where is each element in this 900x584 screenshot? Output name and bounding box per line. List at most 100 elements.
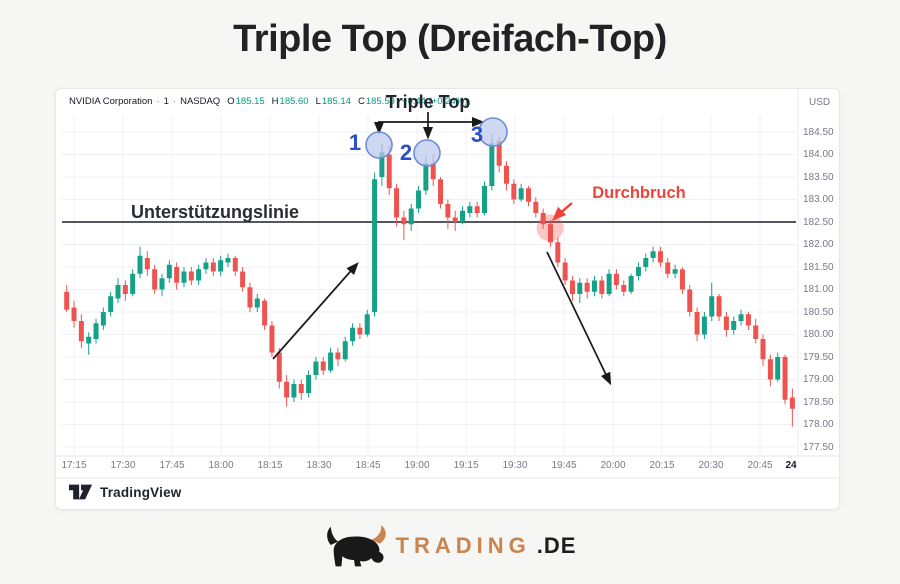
candle (166, 260, 172, 283)
candle (218, 255, 224, 276)
candle (408, 204, 414, 231)
candle (174, 262, 180, 290)
candle (694, 307, 700, 342)
candle (254, 294, 260, 312)
candle (247, 282, 253, 312)
low-label: L (315, 96, 321, 107)
symbol-name: NVIDIA Corporation (69, 96, 153, 107)
tradingview-attribution[interactable]: TradingView (69, 482, 181, 502)
candle (643, 253, 649, 272)
candle (196, 264, 202, 285)
time-axis[interactable]: 17:15 17:30 17:45 18:00 18:15 18:30 18:45 19:00… (56, 89, 839, 509)
peak-number-1: 1 (348, 130, 362, 155)
candle (137, 246, 143, 279)
candle (665, 258, 671, 279)
candle (606, 269, 612, 297)
high-label: H (271, 96, 279, 107)
candle (789, 388, 795, 427)
candle (115, 278, 121, 303)
price-axis-label: 183.00 (803, 194, 834, 205)
change-value: +0.44 (+0.24%) (401, 96, 468, 107)
time-axis-label: 17:15 (61, 460, 87, 471)
candle (482, 181, 488, 216)
candlestick-chart[interactable] (56, 89, 839, 509)
candle (335, 348, 341, 366)
candle (613, 269, 619, 290)
price-axis-label: 180.00 (803, 329, 834, 340)
interval: 1 (163, 96, 169, 107)
time-axis-label: 18:45 (355, 460, 381, 471)
candle (584, 278, 590, 299)
candle (122, 280, 128, 301)
time-axis-label: 18:15 (257, 460, 283, 471)
low-value: 185.14 (321, 96, 351, 107)
candle (152, 264, 158, 294)
price-axis[interactable]: 184.50 184.00 183.50 183.00 182.50 182.00 181.… (56, 89, 839, 509)
support-line-label: Unterstützungslinie (131, 202, 300, 222)
symbol-legend: NVIDIA Corporation · 1 · NASDAQ O185.15 H185.6… (69, 96, 467, 110)
candle (188, 267, 194, 285)
breakout-highlight (536, 214, 564, 242)
candle (269, 321, 275, 357)
candle (401, 210, 407, 240)
tradingview-logo-text: TradingView (100, 484, 182, 500)
price-axis-label: 184.00 (803, 149, 834, 160)
price-axis-label: 177.50 (803, 441, 834, 453)
candle (71, 300, 77, 328)
candle (100, 307, 106, 330)
price-axis-label: 182.00 (803, 239, 834, 250)
time-axis-label: 19:00 (404, 460, 430, 471)
price-axis-label: 183.50 (803, 171, 834, 183)
downtrend-arrow (546, 251, 612, 386)
legend-separator: · (172, 96, 177, 107)
candle (438, 177, 444, 209)
candle (635, 262, 641, 281)
candle (467, 201, 473, 218)
candle (394, 183, 400, 227)
candle (701, 312, 707, 339)
candle (672, 264, 678, 279)
candle (232, 255, 238, 276)
legend-separator: · (156, 96, 160, 107)
candle (78, 314, 84, 348)
time-axis-label: 20:15 (649, 460, 675, 471)
pattern-title-label: Triple Top (385, 92, 471, 112)
price-axis-label: 181.00 (803, 284, 834, 295)
peak-circle-3 (478, 117, 508, 147)
candle (225, 253, 231, 267)
price-axis-label: 179.50 (803, 351, 834, 363)
candle (716, 294, 722, 321)
bull-icon (326, 525, 386, 567)
candle (547, 219, 553, 247)
candle (753, 318, 759, 344)
time-axis-label: 20:00 (600, 460, 626, 471)
candle (657, 246, 663, 267)
candle (687, 285, 693, 317)
triple-top-bracket (373, 112, 485, 140)
candle (518, 183, 524, 202)
candle (93, 318, 99, 344)
candle (159, 273, 165, 297)
price-axis-label: 179.00 (803, 374, 834, 385)
candle (108, 291, 114, 317)
brand-name: TRADING (395, 533, 531, 558)
candle (460, 206, 466, 225)
candle (350, 323, 356, 346)
candle (284, 375, 290, 407)
candle (342, 336, 348, 362)
candle (372, 172, 378, 317)
candle (731, 316, 737, 335)
candle (298, 379, 304, 400)
candle (474, 201, 480, 218)
price-axis-label: 182.50 (803, 216, 834, 228)
currency-label: USD (809, 97, 831, 108)
price-axis-label: 181.50 (803, 261, 834, 273)
price-axis-label: 184.50 (803, 126, 834, 138)
candle (416, 186, 422, 213)
candle (181, 267, 187, 288)
time-axis-label: 19:45 (551, 460, 577, 471)
candle (320, 357, 326, 375)
candle (723, 312, 729, 337)
site-brand-logo: TRADING .DE (0, 524, 900, 568)
grid-layer (62, 115, 797, 456)
